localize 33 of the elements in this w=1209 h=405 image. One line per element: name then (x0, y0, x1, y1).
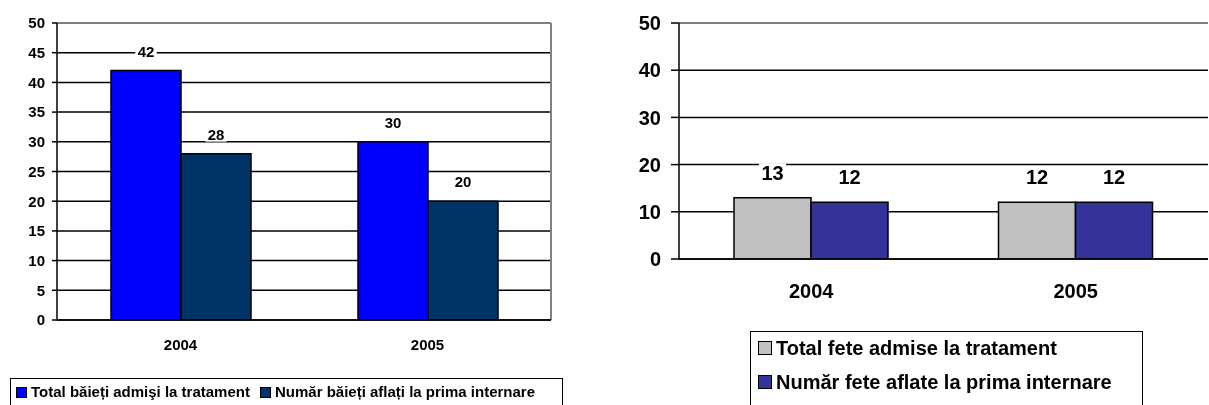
y-tick-label: 10 (638, 200, 661, 223)
x-tick-label: 2005 (410, 335, 445, 353)
y-tick-label: 10 (28, 251, 45, 269)
x-tick-label: 2005 (1053, 280, 1098, 303)
data-label: 12 (1025, 166, 1049, 189)
data-label: 13 (761, 161, 784, 184)
y-tick-label: 45 (28, 44, 45, 62)
y-tick-label: 50 (28, 14, 45, 32)
x-tick-label: 2004 (163, 335, 198, 353)
data-label: 12 (838, 166, 861, 189)
y-tick-label: 40 (28, 73, 45, 91)
y-tick-label: 35 (28, 103, 45, 121)
y-tick-label: 50 (638, 12, 661, 35)
y-tick-label: 30 (28, 133, 45, 151)
data-label: 42 (137, 42, 155, 60)
y-tick-label: 30 (638, 106, 661, 129)
data-label: 30 (384, 113, 402, 131)
legend-label: Total fete admise la tratament (776, 336, 1057, 360)
y-tick-label: 5 (36, 281, 45, 299)
x-tick-label: 2004 (789, 280, 835, 303)
y-tick-label: 25 (28, 162, 45, 180)
legend-label: Număr băieți aflați la prima internare (274, 383, 536, 401)
y-tick-label: 40 (638, 59, 661, 82)
data-label: 12 (1102, 166, 1126, 189)
data-label: 28 (207, 125, 225, 143)
y-tick-label: 20 (638, 153, 661, 176)
y-tick-label: 15 (28, 222, 45, 240)
y-tick-label: 0 (649, 248, 661, 271)
y-tick-label: 0 (36, 311, 45, 329)
legend-label: Total băieți admişi la tratament (31, 383, 250, 401)
y-tick-label: 20 (28, 192, 45, 210)
legend-label: Număr fete aflate la prima internare (776, 370, 1112, 394)
data-label: 20 (454, 173, 472, 191)
